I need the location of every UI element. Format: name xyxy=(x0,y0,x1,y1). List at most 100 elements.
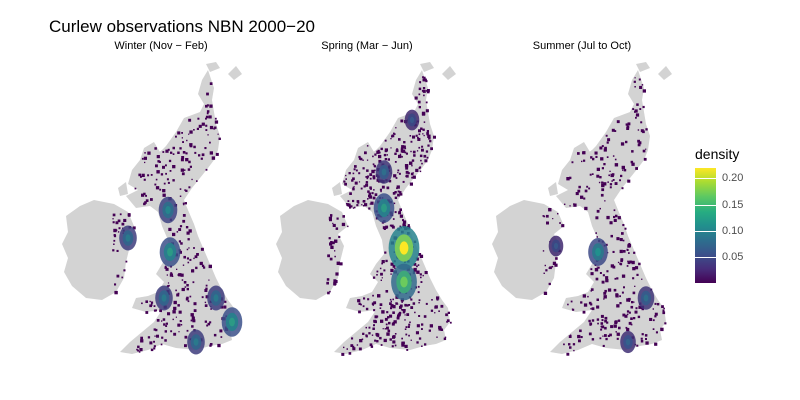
observation-dot xyxy=(178,310,182,314)
observation-dot xyxy=(399,153,402,155)
observation-dot xyxy=(645,148,647,150)
observation-dot xyxy=(404,309,406,311)
observation-dot xyxy=(398,311,402,315)
observation-dot xyxy=(394,133,396,135)
observation-dot xyxy=(609,333,612,337)
observation-dot xyxy=(656,303,660,306)
observation-dot xyxy=(176,268,178,270)
observation-dot xyxy=(356,204,359,207)
observation-dot xyxy=(626,265,629,267)
observation-dot xyxy=(392,265,396,268)
observation-dot xyxy=(408,304,411,306)
observation-dot xyxy=(396,316,400,320)
observation-dot xyxy=(176,293,180,297)
observation-dot xyxy=(599,272,602,274)
observation-dot xyxy=(395,302,398,305)
observation-dot xyxy=(115,229,118,231)
observation-dot xyxy=(583,159,586,162)
hotspot-core xyxy=(643,294,649,302)
observation-dot xyxy=(610,234,613,238)
hotspot-core xyxy=(165,206,171,214)
observation-dot xyxy=(406,349,409,351)
observation-dot xyxy=(604,334,607,337)
hotspot-core xyxy=(125,234,131,242)
observation-dot xyxy=(419,170,422,173)
observation-dot xyxy=(346,348,348,350)
observation-dot xyxy=(143,202,146,206)
observation-dot xyxy=(208,115,212,119)
observation-dot xyxy=(421,148,424,152)
observation-dot xyxy=(660,327,664,332)
map-panel-winter xyxy=(58,60,268,380)
observation-dot xyxy=(545,269,548,272)
observation-dot xyxy=(384,139,387,142)
observation-dot xyxy=(209,104,213,108)
island-land xyxy=(118,182,128,196)
observation-dot xyxy=(619,263,623,266)
observation-dot xyxy=(365,183,368,187)
observation-dot xyxy=(401,337,403,340)
observation-dot xyxy=(365,181,369,184)
observation-dot xyxy=(361,338,364,340)
observation-dot xyxy=(367,298,370,301)
observation-dot xyxy=(367,198,369,200)
observation-dot xyxy=(363,297,366,300)
observation-dot xyxy=(637,315,641,319)
observation-dot xyxy=(636,273,639,276)
observation-dot xyxy=(198,154,201,157)
observation-dot xyxy=(160,173,164,176)
observation-dot xyxy=(377,149,380,152)
observation-dot xyxy=(617,216,621,220)
observation-dot xyxy=(406,304,409,307)
observation-dot xyxy=(179,320,182,323)
observation-dot xyxy=(184,286,187,288)
observation-dot xyxy=(352,207,355,209)
observation-dot xyxy=(397,169,400,172)
observation-dot xyxy=(399,304,403,308)
observation-dot xyxy=(590,156,593,159)
observation-dot xyxy=(178,273,182,277)
map-panel-spring xyxy=(272,60,482,380)
observation-dot xyxy=(366,145,369,147)
observation-dot xyxy=(421,145,424,148)
observation-dot xyxy=(134,187,137,190)
observation-dot xyxy=(640,121,643,124)
observation-dot xyxy=(601,325,605,329)
observation-dot xyxy=(336,261,340,265)
observation-dot xyxy=(406,313,410,316)
observation-dot xyxy=(634,310,638,314)
observation-dot xyxy=(117,219,121,223)
observation-dot xyxy=(419,82,421,84)
observation-dot xyxy=(166,285,169,288)
observation-dot xyxy=(402,310,406,314)
legend-tick-label: 0.20 xyxy=(722,172,744,185)
observation-dot xyxy=(616,277,619,280)
observation-dot xyxy=(407,224,410,227)
observation-dot xyxy=(642,89,646,93)
observation-dot xyxy=(184,335,188,339)
observation-dot xyxy=(425,101,428,104)
observation-dot xyxy=(362,205,365,207)
observation-dot xyxy=(622,313,626,317)
observation-dot xyxy=(114,283,117,286)
observation-dot xyxy=(405,326,408,328)
observation-dot xyxy=(190,313,194,317)
observation-dot xyxy=(426,90,430,94)
observation-dot xyxy=(349,192,352,195)
observation-dot xyxy=(404,151,407,154)
observation-dot xyxy=(368,193,371,196)
observation-dot xyxy=(544,264,546,267)
observation-dot xyxy=(328,237,331,240)
observation-dot xyxy=(172,153,175,155)
observation-dot xyxy=(335,227,339,230)
observation-dot xyxy=(607,334,610,337)
observation-dot xyxy=(169,273,173,277)
observation-dot xyxy=(373,309,376,312)
observation-dot xyxy=(121,222,125,226)
observation-dot xyxy=(113,239,116,242)
observation-dot xyxy=(543,272,545,274)
observation-dot xyxy=(604,320,607,323)
observation-dot xyxy=(184,202,187,205)
observation-dot xyxy=(209,125,214,130)
observation-dot xyxy=(601,319,604,322)
